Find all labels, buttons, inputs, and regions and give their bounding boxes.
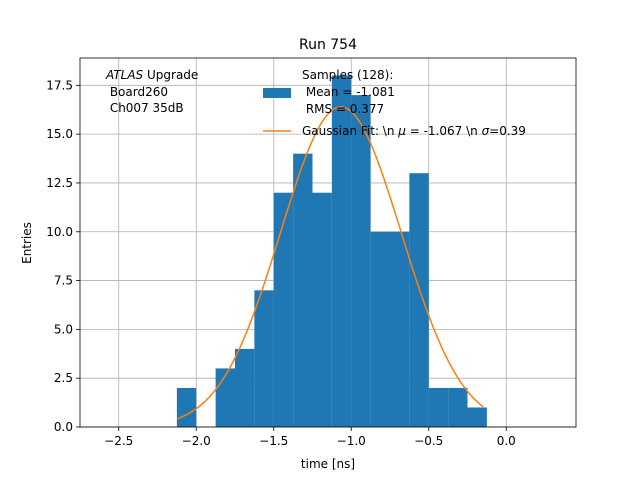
- legend-histogram-label-2: Mean = -1.081: [302, 85, 395, 99]
- histogram-bar: [235, 348, 255, 427]
- histogram-bars: [176, 75, 487, 428]
- y-tick-label: 0.0: [54, 420, 73, 434]
- histogram-bar: [370, 231, 390, 427]
- histogram-bar: [254, 290, 274, 427]
- y-tick-label: 12.5: [46, 176, 73, 190]
- gaussian-fit-curve: [177, 106, 484, 420]
- x-tick-label: 0.0: [497, 434, 516, 448]
- axis-ticks: −2.5 −2.0 −1.5 −1.0 −0.5 0.0 0.0 2.5 5.0 7.5 10.0 1…: [46, 78, 516, 448]
- x-tick-label: −2.5: [104, 434, 133, 448]
- x-tick-label: −1.5: [259, 434, 288, 448]
- atlas-label: ATLAS: [105, 68, 144, 82]
- histogram-bar: [467, 407, 487, 427]
- y-axis-label: Entries: [20, 222, 34, 264]
- legend-fit-mu: μ: [397, 124, 406, 138]
- legend-fit-suffix: =0.39: [489, 124, 526, 138]
- y-tick-label: 5.0: [54, 322, 73, 336]
- histogram-bar: [351, 95, 371, 427]
- legend-histogram-label-1: Samples (128):: [302, 68, 393, 82]
- gaussian-fit-line: [177, 106, 484, 420]
- y-tick-label: 2.5: [54, 371, 73, 385]
- plot-frame: [79, 57, 577, 428]
- histogram-bar: [312, 192, 332, 427]
- legend-fit-sigma: σ: [482, 124, 490, 138]
- histogram-bar: [293, 153, 313, 427]
- upgrade-label: Upgrade: [143, 68, 198, 82]
- histogram-bar: [390, 231, 410, 427]
- x-tick-label: −0.5: [414, 434, 443, 448]
- histogram-bar: [273, 192, 294, 427]
- x-tick-label: −2.0: [182, 434, 211, 448]
- legend: Samples (128): Mean = -1.081 RMS = 0.377…: [263, 68, 526, 138]
- histogram-bar: [448, 387, 468, 427]
- histogram-bar: [409, 173, 429, 427]
- histogram-bar: [428, 387, 449, 427]
- legend-histogram-label-3: RMS = 0.377: [302, 102, 384, 116]
- histogram-bar: [331, 75, 352, 428]
- board-label: Board260: [106, 85, 168, 99]
- x-axis-label: time [ns]: [301, 457, 355, 471]
- chart-title: Run 754: [299, 37, 357, 53]
- legend-fit-label: Gaussian Fit: \n μ = -1.067 \n σ=0.39: [302, 124, 526, 138]
- y-tick-label: 10.0: [46, 225, 73, 239]
- legend-fit-prefix: Gaussian Fit: \n: [302, 124, 398, 138]
- annotation-line-1: ATLAS Upgrade: [105, 68, 198, 82]
- y-tick-label: 17.5: [46, 78, 73, 92]
- histogram-bar: [176, 387, 197, 427]
- legend-fit-mid: = -1.067 \n: [406, 124, 482, 138]
- x-tick-label: −1.0: [337, 434, 366, 448]
- atlas-annotation: ATLAS Upgrade Board260 Ch007 35dB: [105, 68, 198, 115]
- histogram-bar: [215, 368, 235, 427]
- legend-histogram-swatch: [263, 88, 291, 98]
- channel-label: Ch007 35dB: [106, 101, 184, 115]
- y-tick-label: 7.5: [54, 274, 73, 288]
- y-tick-label: 15.0: [46, 127, 73, 141]
